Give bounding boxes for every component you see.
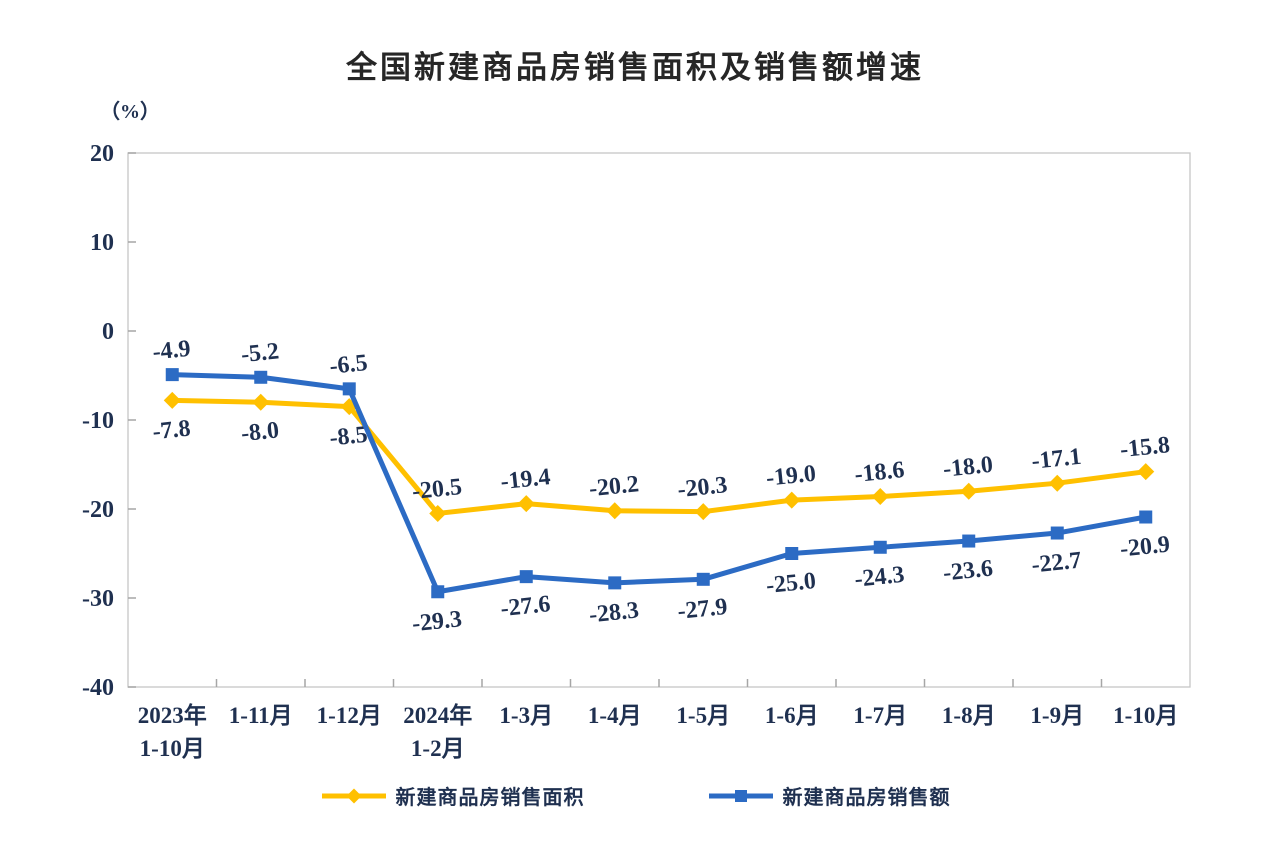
diamond-marker	[517, 495, 535, 513]
data-label: -27.9	[676, 594, 728, 625]
legend-label-sales-area: 新建商品房销售面积	[395, 787, 585, 809]
legend-diamond-marker	[346, 788, 361, 803]
legend-square-marker	[734, 789, 747, 802]
diamond-marker	[252, 393, 270, 411]
square-marker	[519, 570, 533, 584]
y-axis-unit-label: （%）	[100, 101, 160, 123]
diamond-marker	[429, 504, 447, 522]
diamond-marker	[871, 488, 889, 506]
x-tick-label: 1-11月	[229, 703, 293, 728]
data-label: -17.1	[1030, 444, 1082, 475]
square-marker	[962, 534, 976, 548]
x-tick-label: 1-8月	[942, 703, 996, 728]
y-tick-label: -10	[82, 408, 114, 434]
square-marker	[1050, 526, 1064, 540]
data-label: -27.6	[499, 591, 551, 622]
square-marker	[696, 572, 710, 586]
data-label: -8.0	[240, 417, 281, 447]
diamond-marker	[694, 503, 712, 521]
data-label: -25.0	[765, 568, 817, 599]
square-marker	[431, 585, 445, 599]
data-label: -7.8	[151, 416, 192, 446]
x-tick-label: 1-7月	[853, 703, 907, 728]
x-tick-label: 2024年 1-2月	[403, 702, 472, 761]
x-tick-label: 1-3月	[499, 703, 553, 728]
data-label: -24.3	[853, 562, 905, 593]
data-label: -19.0	[765, 461, 817, 492]
legend-line-square-icon	[708, 789, 773, 802]
data-label: -20.3	[676, 472, 728, 503]
square-marker	[873, 540, 887, 554]
square-marker	[608, 576, 622, 590]
data-label: -28.3	[588, 597, 640, 628]
data-label: -29.3	[411, 606, 463, 637]
x-tick-label: 1-6月	[765, 703, 819, 728]
diamond-marker	[163, 391, 181, 409]
legend-item-sales-area: 新建商品房销售面积	[320, 781, 585, 810]
diamond-marker	[960, 482, 978, 500]
y-tick-label: 20	[90, 141, 114, 167]
y-tick-label: -20	[82, 497, 114, 523]
data-label: -20.2	[588, 471, 640, 502]
square-marker	[1139, 510, 1153, 524]
data-label: -20.9	[1119, 532, 1171, 563]
data-label: -23.6	[942, 556, 994, 587]
series-line-1	[169, 372, 1149, 595]
legend-line-diamond-icon	[321, 788, 386, 803]
diamond-marker	[1048, 474, 1066, 492]
diamond-marker	[783, 491, 801, 509]
data-label: -15.8	[1119, 432, 1171, 463]
data-label: -8.5	[328, 422, 369, 452]
y-tick-label: 0	[102, 319, 114, 345]
x-tick-label: 1-4月	[588, 703, 642, 728]
y-tick-label: -30	[82, 586, 114, 612]
x-tick-label: 1-5月	[676, 703, 730, 728]
data-label: -6.5	[328, 350, 369, 380]
square-marker	[254, 370, 268, 384]
square-marker	[785, 547, 799, 560]
series-line-0	[169, 397, 1149, 516]
data-label: -18.6	[853, 457, 905, 488]
data-label: -22.7	[1030, 548, 1082, 579]
x-tick-label: 2023年 1-10月	[138, 702, 207, 761]
square-marker	[342, 382, 356, 396]
diamond-marker	[606, 502, 624, 520]
data-label: -19.4	[499, 464, 551, 495]
legend-item-sales-value: 新建商品房销售额	[707, 781, 951, 810]
chart-title: 全国新建商品房销售面积及销售额增速	[346, 50, 924, 85]
y-tick-label: 10	[90, 230, 114, 256]
x-tick-label: 1-12月	[317, 703, 382, 728]
x-tick-label: 1-10月	[1113, 703, 1178, 728]
chart-legend: 新建商品房销售面积 新建商品房销售额	[0, 781, 1270, 810]
square-marker	[165, 368, 179, 382]
x-tick-label: 1-9月	[1030, 703, 1084, 728]
data-label: -5.2	[240, 338, 281, 368]
legend-label-sales-value: 新建商品房销售额	[782, 787, 951, 809]
data-label: -20.5	[411, 474, 463, 505]
diamond-marker	[1137, 463, 1155, 481]
data-label: -4.9	[151, 336, 192, 366]
y-tick-label: -40	[82, 675, 114, 701]
plot-border	[127, 152, 1191, 688]
data-label: -18.0	[942, 452, 994, 483]
